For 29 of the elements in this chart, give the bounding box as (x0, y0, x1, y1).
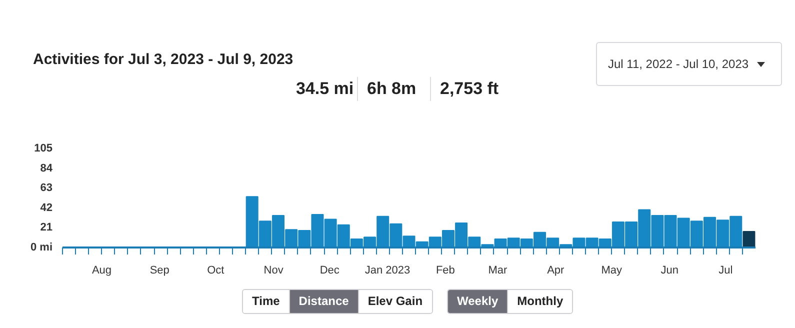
text: Elev Gain (358, 290, 432, 314)
text: Weekly (448, 290, 508, 314)
x-tick-label: Oct (207, 264, 224, 276)
y-tick-label: 105 (34, 142, 53, 154)
x-tick-label: Jul (718, 264, 733, 276)
y-tick-label: 21 (40, 222, 53, 234)
text: Distance (288, 290, 358, 314)
x-tick-label: Dec (320, 264, 340, 276)
x-tick-label: Apr (547, 264, 565, 276)
y-tick-label: 63 (40, 182, 53, 194)
y-tick-label: 42 (40, 202, 53, 214)
text: Time (243, 290, 289, 314)
y-tick-label: 0 mi (30, 242, 53, 254)
text: 34.5 mi (296, 78, 354, 100)
x-tick-label: Mar (488, 264, 508, 276)
text: 6h 8m (357, 77, 416, 102)
text: Monthly (507, 290, 572, 314)
text: 2,753 ft (430, 77, 499, 102)
x-tick-label: Jan 2023 (364, 264, 410, 276)
x-tick-label: Nov (264, 264, 284, 276)
x-tick-label: May (601, 264, 623, 276)
text: Jul 11, 2022 - Jul 10, 2023 (596, 42, 782, 86)
x-tick-label: Jun (660, 264, 678, 276)
bar (742, 230, 756, 248)
x-tick-label: Sep (150, 264, 170, 276)
chart-title: Activities for Jul 3, 2023 - Jul 9, 2023 (33, 50, 294, 70)
x-tick-label: Feb (436, 264, 455, 276)
y-tick-label: 84 (40, 162, 54, 174)
x-tick-label: Aug (92, 264, 112, 276)
